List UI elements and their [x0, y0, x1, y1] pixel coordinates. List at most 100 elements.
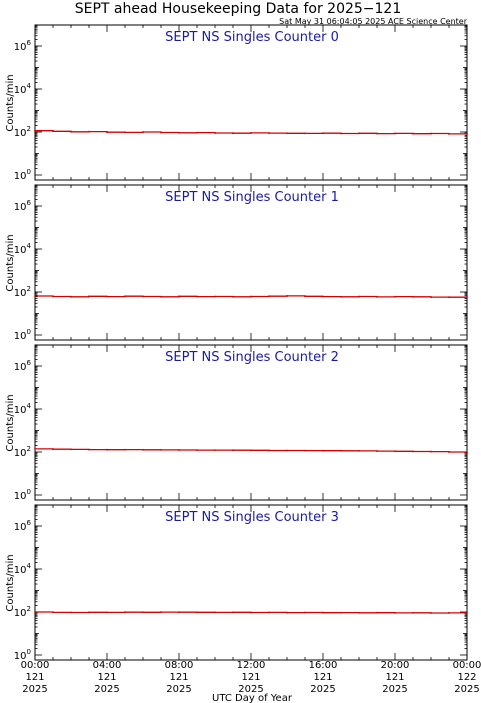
data-point [160, 131, 162, 134]
data-point [70, 611, 72, 614]
data-point [304, 295, 306, 298]
x-tick-label-day: 121 [97, 672, 116, 683]
y-tick-label-base: 10 [14, 362, 27, 373]
y-tick-label-base: 10 [14, 128, 27, 139]
panel-title: SEPT NS Singles Counter 1 [165, 190, 339, 205]
data-point [124, 611, 126, 614]
data-point [232, 611, 234, 614]
data-point [448, 451, 450, 453]
data-point [466, 296, 468, 298]
y-tick-label: 102 [14, 445, 31, 459]
y-tick-label: 100 [14, 488, 31, 502]
data-point [178, 295, 180, 298]
y-tick-label-base: 10 [14, 245, 27, 256]
panel-title: SEPT NS Singles Counter 3 [165, 510, 339, 525]
y-tick-label-base: 10 [14, 202, 27, 213]
data-point [52, 130, 54, 133]
y-tick-label: 100 [14, 168, 31, 182]
data-point [178, 611, 180, 614]
data-point [214, 132, 216, 134]
data-point [88, 130, 90, 133]
y-axis-label: Counts/min [5, 394, 16, 451]
data-point [322, 132, 324, 135]
x-tick-label-day: 121 [25, 672, 44, 683]
data-point [196, 449, 198, 451]
data-point [232, 132, 234, 135]
y-tick-label: 104 [14, 402, 32, 416]
data-point [358, 611, 360, 614]
x-tick-label-year: 2025 [238, 684, 263, 695]
plot-frame [34, 504, 468, 661]
data-point [286, 611, 288, 614]
data-point [286, 295, 288, 297]
data-point [466, 612, 468, 614]
data-point [412, 132, 414, 135]
y-axis-label: Counts/min [5, 554, 16, 611]
y-tick-label-exponent: 6 [27, 519, 32, 527]
data-point [340, 449, 342, 452]
data-point [250, 611, 252, 614]
x-tick-label-time: 08:00 [165, 660, 194, 671]
y-tick-label: 100 [14, 328, 31, 342]
data-point [322, 449, 324, 452]
data-point [52, 295, 54, 298]
data-point [304, 132, 306, 135]
y-tick-label-exponent: 2 [27, 605, 31, 613]
x-tick-label-day: 121 [241, 672, 260, 683]
x-tick-label-day: 122 [457, 672, 476, 683]
plot-frame [34, 184, 468, 341]
y-axis-label: Counts/min [5, 234, 16, 291]
data-point [376, 296, 378, 298]
x-axis: 00:00121202504:00121202508:00121202512:0… [21, 660, 481, 695]
data-point [196, 611, 198, 614]
data-point [268, 611, 270, 614]
y-tick-label-base: 10 [14, 448, 27, 459]
x-tick-label-time: 00:00 [453, 660, 481, 671]
data-point [322, 295, 324, 298]
data-point [376, 611, 378, 614]
data-point [304, 449, 306, 452]
y-tick-label-base: 10 [14, 491, 27, 502]
data-point [448, 296, 450, 299]
data-point [196, 131, 198, 134]
data-point [88, 448, 90, 451]
data-point [52, 611, 54, 614]
y-tick-label: 106 [14, 519, 32, 533]
data-point [214, 611, 216, 614]
y-tick-label-base: 10 [14, 42, 27, 53]
data-point [448, 133, 450, 135]
data-point [394, 295, 396, 298]
x-tick-label-day: 121 [313, 672, 332, 683]
data-point [376, 450, 378, 452]
data-point [268, 295, 270, 298]
figure-title: SEPT ahead Housekeeping Data for 2025−12… [75, 1, 402, 17]
y-tick-label: 102 [14, 125, 31, 139]
data-point [70, 448, 72, 451]
y-tick-label-base: 10 [14, 522, 27, 533]
y-tick-label-base: 10 [14, 288, 27, 299]
x-tick-label-day: 121 [385, 672, 404, 683]
y-tick-label-exponent: 6 [27, 359, 32, 367]
data-point [250, 132, 252, 134]
data-point [70, 130, 72, 133]
data-point [196, 295, 198, 298]
data-point [394, 132, 396, 135]
data-point [430, 612, 432, 614]
data-point [232, 449, 234, 452]
data-point [52, 448, 54, 451]
y-tick-label-exponent: 0 [27, 328, 31, 336]
data-point [88, 611, 90, 614]
data-point [142, 448, 144, 451]
panel-title: SEPT NS Singles Counter 2 [165, 350, 339, 365]
x-tick-label-time: 00:00 [21, 660, 50, 671]
panel-title: SEPT NS Singles Counter 0 [165, 30, 339, 45]
data-point [34, 129, 36, 132]
y-tick-label: 102 [14, 285, 31, 299]
x-tick-label-year: 2025 [166, 684, 191, 695]
y-tick-label-exponent: 2 [27, 285, 31, 293]
data-point [106, 611, 108, 614]
y-tick-label-exponent: 0 [27, 168, 31, 176]
data-point [466, 451, 468, 454]
